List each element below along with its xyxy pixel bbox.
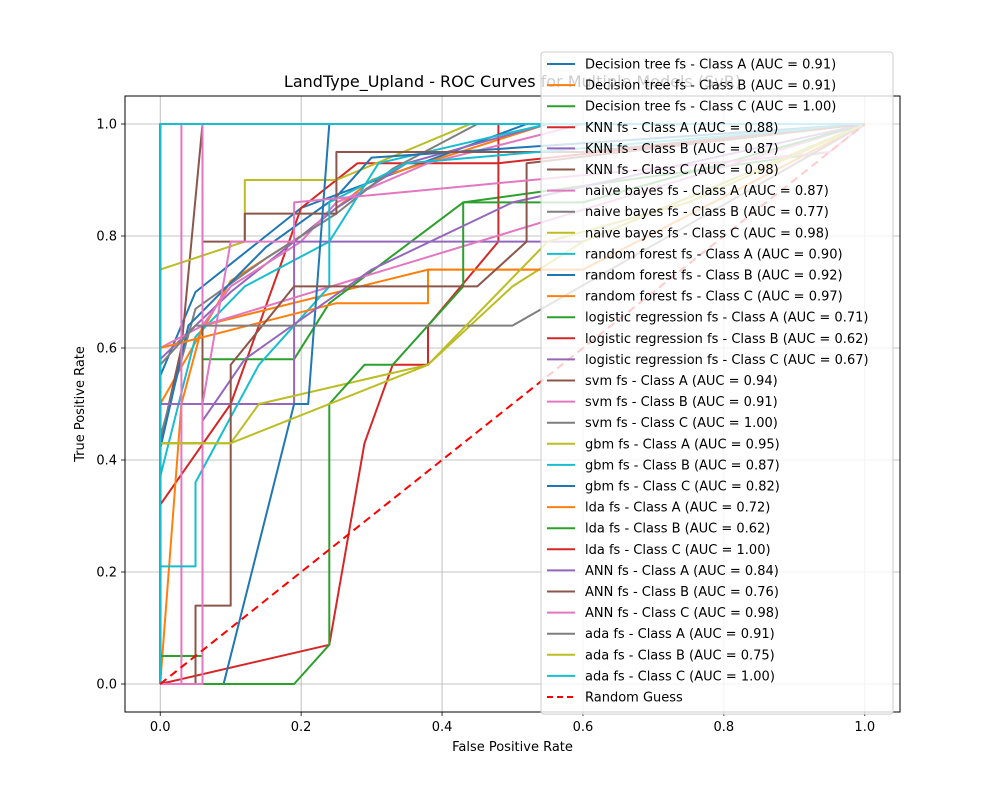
- random-guess-line: [159, 123, 866, 685]
- legend-entry: logistic regression fs - Class C (AUC = …: [585, 353, 869, 368]
- legend-entry: ada fs - Class C (AUC = 1.00): [585, 669, 775, 684]
- legend-entry: ada fs - Class A (AUC = 0.91): [585, 627, 775, 642]
- legend-entry: gbm fs - Class A (AUC = 0.95): [585, 437, 780, 452]
- x-tick-label: 0.8: [714, 720, 735, 735]
- y-tick-label: 0.4: [96, 454, 117, 469]
- legend-entry: gbm fs - Class B (AUC = 0.87): [585, 458, 780, 473]
- legend-entry: gbm fs - Class C (AUC = 0.82): [585, 480, 780, 495]
- legend-entry: naive bayes fs - Class C (AUC = 0.98): [585, 226, 829, 241]
- legend-entry: svm fs - Class A (AUC = 0.94): [585, 374, 778, 389]
- y-tick-label: 0.2: [96, 566, 117, 581]
- legend-entry: Decision tree fs - Class A (AUC = 0.91): [585, 58, 836, 73]
- x-tick-label: 0.6: [573, 720, 594, 735]
- y-tick-label: 1.0: [96, 118, 117, 133]
- legend-entry: random forest fs - Class B (AUC = 0.92): [585, 269, 843, 284]
- y-axis-label: True Positive Rate: [73, 346, 88, 463]
- legend-entry: logistic regression fs - Class B (AUC = …: [585, 332, 868, 347]
- legend-entry: Random Guess: [585, 691, 683, 706]
- legend-entry: ANN fs - Class A (AUC = 0.84): [585, 564, 779, 579]
- x-tick-label: 0.2: [291, 720, 312, 735]
- legend-entry: Decision tree fs - Class B (AUC = 0.91): [585, 79, 836, 94]
- legend-entry: KNN fs - Class C (AUC = 0.98): [585, 163, 779, 178]
- legend-entry: KNN fs - Class B (AUC = 0.87): [585, 142, 779, 157]
- legend-entry: lda fs - Class C (AUC = 1.00): [585, 543, 771, 558]
- x-tick-label: 0.0: [150, 720, 171, 735]
- roc-curve-16: [160, 123, 865, 445]
- legend-entry: logistic regression fs - Class A (AUC = …: [585, 311, 868, 326]
- roc-curve-23: [160, 123, 866, 685]
- x-tick-label: 1.0: [854, 720, 875, 735]
- legend-box: [540, 51, 894, 715]
- y-tick-label: 0.8: [96, 230, 117, 245]
- legend-entry: ANN fs - Class B (AUC = 0.76): [585, 585, 779, 600]
- legend-entry: random forest fs - Class A (AUC = 0.90): [585, 247, 843, 262]
- legend: Decision tree fs - Class A (AUC = 0.91) D…: [540, 51, 894, 715]
- legend-entry: svm fs - Class C (AUC = 1.00): [585, 416, 778, 431]
- y-tick-label: 0.0: [96, 678, 117, 693]
- x-axis-label: False Positive Rate: [452, 740, 573, 755]
- legend-entry: naive bayes fs - Class B (AUC = 0.77): [585, 205, 829, 220]
- legend-entry: lda fs - Class B (AUC = 0.62): [585, 522, 770, 537]
- plot-frame: [124, 95, 901, 713]
- x-tick-label: 0.4: [432, 720, 453, 735]
- legend-entry: Decision tree fs - Class C (AUC = 1.00): [585, 100, 836, 115]
- axis-ticks: 0.0 0.2 0.4 0.6 0.8 1.0 0.0 0.2 0.4 0.6 0.8 1.0: [96, 118, 875, 736]
- legend-entry: lda fs - Class A (AUC = 0.72): [585, 501, 770, 516]
- y-tick-label: 0.6: [96, 342, 117, 357]
- legend-entry: ada fs - Class B (AUC = 0.75): [585, 648, 775, 663]
- legend-entry: KNN fs - Class A (AUC = 0.88): [585, 121, 779, 136]
- legend-entry: random forest fs - Class C (AUC = 0.97): [585, 290, 843, 305]
- legend-entry: svm fs - Class B (AUC = 0.91): [585, 395, 778, 410]
- legend-entry: ANN fs - Class C (AUC = 0.98): [585, 606, 779, 621]
- legend-entry: naive bayes fs - Class A (AUC = 0.87): [585, 184, 829, 199]
